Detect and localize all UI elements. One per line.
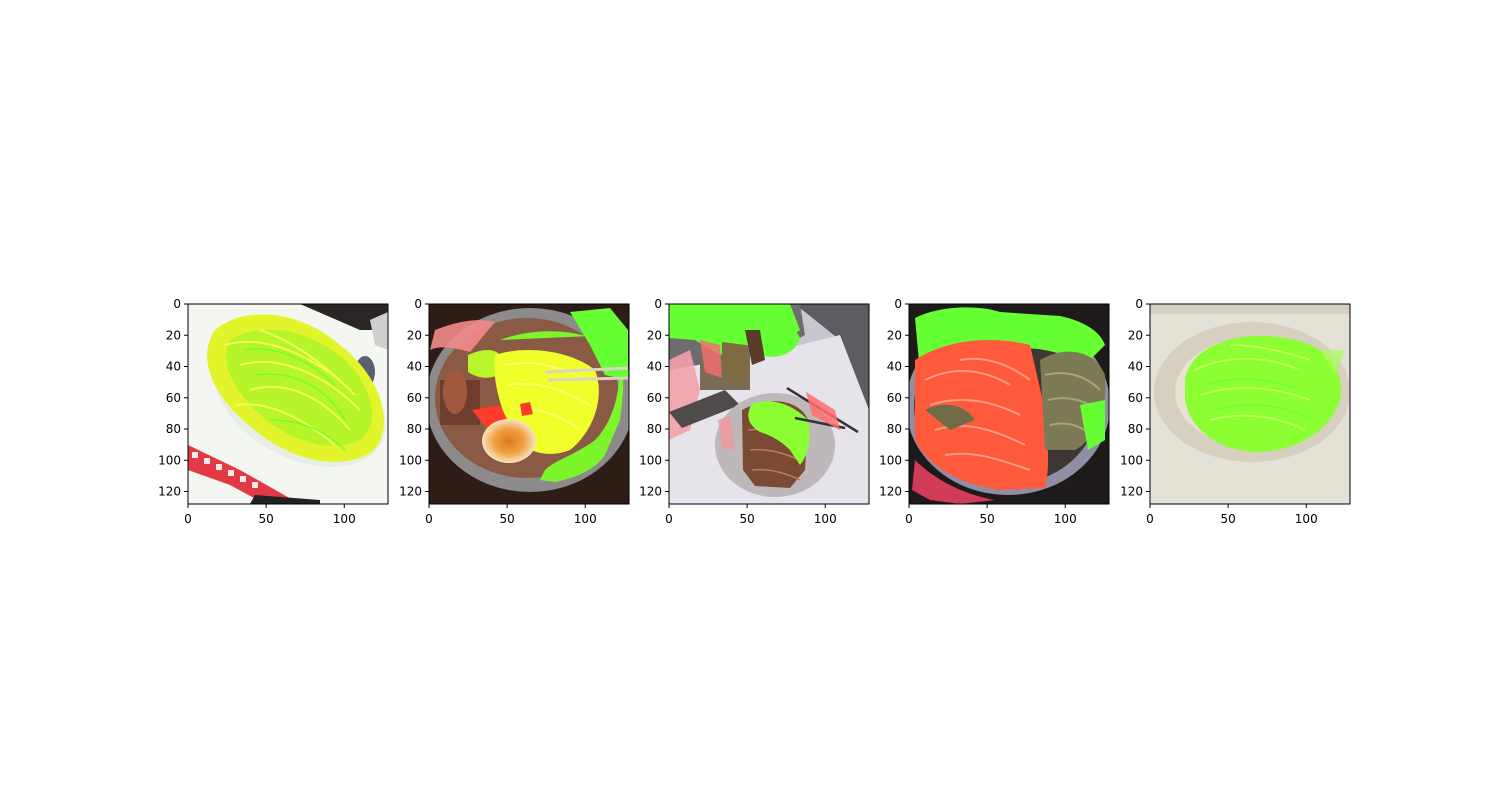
y-tick-label: 0 xyxy=(894,297,902,311)
x-tick-label: 50 xyxy=(258,512,273,526)
y-tick-label: 60 xyxy=(647,391,662,405)
y-tick-label: 20 xyxy=(887,328,902,342)
y-tick-label: 100 xyxy=(639,453,662,467)
x-tick-label: 50 xyxy=(499,512,514,526)
image-panel-2 xyxy=(426,304,634,504)
y-tick-label: 100 xyxy=(879,453,902,467)
panel-1-photo xyxy=(188,304,408,504)
y-tick-label: 40 xyxy=(887,360,902,374)
x-tick-label: 100 xyxy=(333,512,356,526)
y-tick-label: 120 xyxy=(399,485,422,499)
y-tick-label: 120 xyxy=(639,485,662,499)
y-tick-label: 20 xyxy=(1128,328,1143,342)
x-tick-label: 0 xyxy=(1146,512,1154,526)
y-tick-label: 20 xyxy=(407,328,422,342)
panel-2-photo xyxy=(426,304,634,504)
y-tick-label: 40 xyxy=(1128,360,1143,374)
panel-4-photo xyxy=(906,304,1110,504)
y-tick-label: 100 xyxy=(158,453,181,467)
x-tick-label: 0 xyxy=(425,512,433,526)
x-tick-label: 0 xyxy=(665,512,673,526)
y-tick-label: 40 xyxy=(166,360,181,374)
y-tick-label: 0 xyxy=(654,297,662,311)
y-tick-label: 60 xyxy=(1128,391,1143,405)
x-tick-label: 50 xyxy=(1220,512,1235,526)
y-tick-label: 80 xyxy=(166,422,181,436)
x-tick-label: 0 xyxy=(184,512,192,526)
panel-5-photo xyxy=(1150,304,1350,504)
panel-3-photo xyxy=(669,304,869,504)
image-panel-3 xyxy=(669,304,869,504)
x-tick-label: 100 xyxy=(1295,512,1318,526)
x-tick-label: 0 xyxy=(905,512,913,526)
image-panel-5 xyxy=(1150,304,1350,504)
y-tick-label: 0 xyxy=(414,297,422,311)
y-tick-label: 100 xyxy=(399,453,422,467)
y-tick-label: 120 xyxy=(1120,485,1143,499)
y-tick-label: 20 xyxy=(166,328,181,342)
y-tick-label: 60 xyxy=(887,391,902,405)
y-tick-label: 120 xyxy=(879,485,902,499)
y-tick-label: 20 xyxy=(647,328,662,342)
y-tick-label: 80 xyxy=(407,422,422,436)
y-tick-label: 120 xyxy=(158,485,181,499)
y-tick-label: 80 xyxy=(647,422,662,436)
x-tick-label: 100 xyxy=(814,512,837,526)
x-tick-label: 50 xyxy=(739,512,754,526)
y-tick-label: 40 xyxy=(407,360,422,374)
y-tick-label: 60 xyxy=(166,391,181,405)
y-tick-label: 60 xyxy=(407,391,422,405)
image-panel-1 xyxy=(188,304,408,504)
y-tick-label: 40 xyxy=(647,360,662,374)
x-tick-label: 100 xyxy=(1054,512,1077,526)
y-tick-label: 100 xyxy=(1120,453,1143,467)
y-tick-label: 0 xyxy=(1135,297,1143,311)
y-tick-label: 0 xyxy=(173,297,181,311)
y-tick-label: 80 xyxy=(1128,422,1143,436)
x-tick-label: 100 xyxy=(574,512,597,526)
x-tick-label: 50 xyxy=(979,512,994,526)
y-tick-label: 80 xyxy=(887,422,902,436)
image-panel-4 xyxy=(906,304,1110,504)
